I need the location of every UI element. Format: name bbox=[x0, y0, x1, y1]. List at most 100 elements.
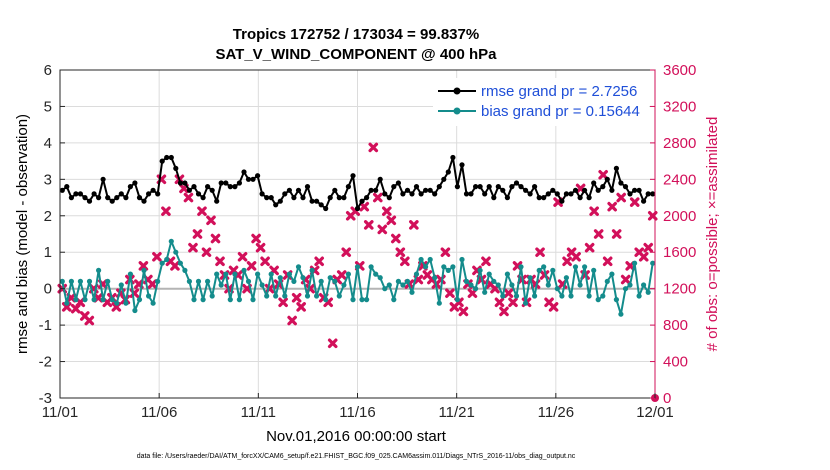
obs-assimilated-marker bbox=[602, 256, 613, 267]
bias-series-point bbox=[400, 282, 406, 288]
bias-series-point bbox=[177, 260, 183, 266]
rmse-series-point bbox=[159, 158, 165, 164]
rmse-series-point bbox=[650, 191, 656, 197]
bias-series-point bbox=[218, 282, 224, 288]
bias-series-point bbox=[345, 271, 351, 277]
rmse-series-point bbox=[155, 191, 161, 197]
bias-series-point bbox=[632, 260, 638, 266]
bias-series-point bbox=[563, 275, 570, 281]
rmse-series-point bbox=[504, 195, 510, 201]
bias-series-point bbox=[600, 293, 606, 299]
rmse-series-point bbox=[73, 191, 79, 197]
rmse-series-point bbox=[373, 187, 379, 193]
obs-assimilated-marker bbox=[381, 206, 392, 217]
rmse-series-point bbox=[91, 191, 97, 197]
bias-series-point bbox=[105, 278, 111, 284]
rmse-series-point bbox=[300, 195, 306, 201]
rmse-series-point bbox=[304, 184, 311, 190]
rmse-series-point bbox=[241, 169, 247, 175]
rmse-series-point bbox=[173, 165, 179, 171]
bias-series-point bbox=[491, 278, 497, 284]
bias-series-point bbox=[245, 278, 252, 284]
rmse-series-point bbox=[341, 195, 347, 201]
rmse-series-point bbox=[77, 191, 83, 197]
rmse-series-point bbox=[450, 154, 456, 161]
bias-series-point bbox=[232, 271, 238, 277]
bias-series-point bbox=[468, 282, 474, 288]
rmse-series-point bbox=[332, 187, 338, 193]
bias-series-point bbox=[650, 260, 656, 266]
rmse-series-point bbox=[327, 195, 333, 201]
bias-series-point bbox=[572, 264, 579, 270]
bias-series-point bbox=[127, 271, 133, 277]
y2-tick-label: 1600 bbox=[663, 244, 696, 261]
bias-series-point bbox=[391, 297, 397, 303]
bias-series-point bbox=[463, 278, 470, 284]
bias-series-point bbox=[77, 278, 83, 284]
x-tick-label: 11/06 bbox=[141, 404, 177, 421]
rmse-series-point bbox=[600, 184, 606, 190]
obs-assimilated-marker bbox=[237, 251, 248, 262]
bias-series-point bbox=[477, 267, 483, 273]
rmse-series-point bbox=[164, 154, 170, 161]
rmse-series-point bbox=[613, 165, 620, 171]
bias-series-point bbox=[513, 293, 520, 299]
bias-series-point bbox=[273, 293, 279, 299]
obs-assimilated-marker bbox=[278, 297, 288, 308]
chart-subtitle: SAT_V_WIND_COMPONENT @ 400 hPa bbox=[215, 46, 497, 63]
bias-series-point bbox=[82, 297, 88, 303]
bias-series-point bbox=[368, 264, 374, 270]
rmse-series-point bbox=[518, 184, 524, 190]
obs-assimilated-marker bbox=[192, 229, 203, 239]
y2-tick-label: 2000 bbox=[663, 208, 696, 225]
chart-title: Tropics 172752 / 173034 = 99.837% bbox=[233, 26, 479, 43]
rmse-series-point bbox=[268, 195, 274, 201]
rmse-series-point bbox=[482, 191, 488, 197]
bias-series-point bbox=[473, 286, 479, 292]
obs-assimilated-marker bbox=[363, 220, 374, 230]
bias-series-point bbox=[386, 282, 392, 288]
rmse-series-point bbox=[59, 187, 65, 193]
rmse-series-point bbox=[64, 184, 70, 190]
obs-assimilated-marker bbox=[206, 215, 216, 226]
bias-series-point bbox=[250, 297, 256, 303]
bias-series-point bbox=[441, 264, 447, 270]
rmse-series-point bbox=[495, 184, 501, 190]
bias-series-point bbox=[436, 300, 442, 306]
obs-assimilated-marker bbox=[291, 292, 302, 303]
rmse-series-point bbox=[350, 173, 356, 179]
obs-assimilated-marker bbox=[210, 233, 221, 244]
bias-series-point bbox=[641, 282, 647, 288]
bias-series-point bbox=[591, 267, 597, 273]
bias-series-point bbox=[304, 293, 311, 299]
legend-bias-marker bbox=[453, 107, 461, 115]
y-tick-label: -2 bbox=[39, 354, 52, 371]
rmse-series-point bbox=[364, 195, 370, 201]
y-axis-label: rmse and bias (model - observation) bbox=[14, 114, 31, 354]
bias-series-point bbox=[586, 293, 592, 299]
bias-series-point bbox=[318, 278, 324, 284]
rmse-series-point bbox=[282, 191, 288, 197]
obs-assimilated-marker bbox=[458, 306, 469, 317]
bias-series-point bbox=[91, 297, 97, 303]
bias-series-point bbox=[255, 271, 261, 277]
rmse-series-point bbox=[377, 176, 383, 182]
rmse-series-point bbox=[141, 198, 147, 204]
bias-series-point bbox=[186, 278, 192, 284]
bias-series-point bbox=[214, 271, 220, 277]
bias-series-point bbox=[96, 267, 102, 273]
bias-series-point bbox=[627, 282, 633, 288]
bias-series-point bbox=[86, 278, 93, 284]
bias-series-point bbox=[618, 311, 624, 317]
rmse-series-point bbox=[591, 180, 597, 186]
rmse-series-point bbox=[118, 191, 124, 197]
bias-series-point bbox=[336, 293, 342, 299]
rmse-series-point bbox=[227, 184, 233, 190]
obs-assimilated-marker bbox=[314, 256, 324, 267]
legend-rmse-label: rmse grand pr = 2.7256 bbox=[481, 83, 637, 100]
obs-assimilated-marker bbox=[629, 197, 640, 207]
rmse-series-point bbox=[295, 187, 302, 193]
bias-series-point bbox=[413, 271, 420, 277]
x-axis-label: Nov.01,2016 00:00:00 start bbox=[266, 428, 447, 445]
rmse-series-point bbox=[191, 184, 197, 190]
